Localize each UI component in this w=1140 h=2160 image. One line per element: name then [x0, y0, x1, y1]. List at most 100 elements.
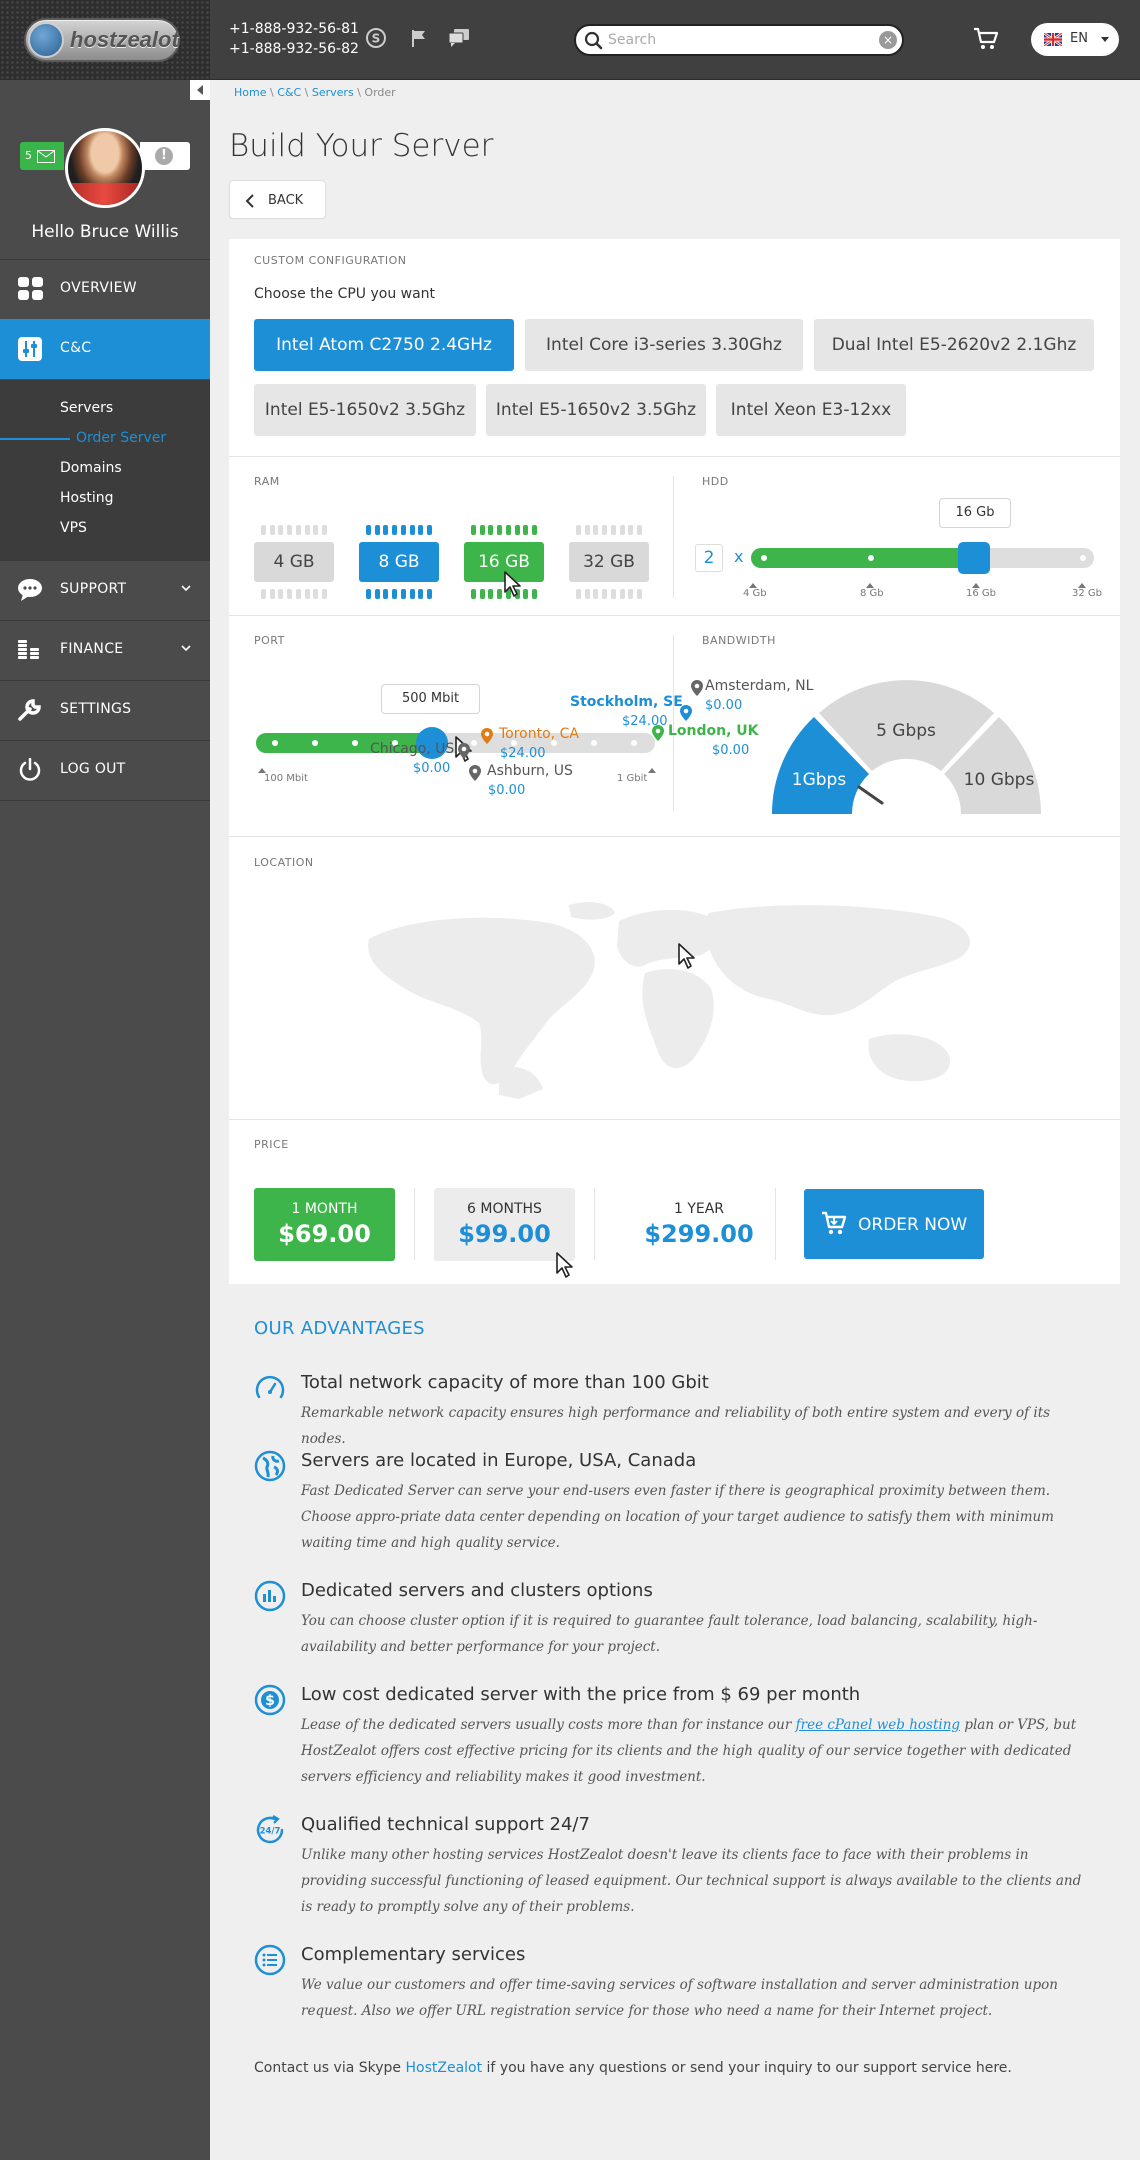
cpu-option-3[interactable]: Dual Intel E5-2620v2 2.1Ghz	[814, 319, 1094, 371]
logo-text: hostzealot	[70, 27, 179, 52]
location-name[interactable]: London, UK	[668, 723, 759, 739]
ram-pins	[261, 589, 327, 599]
hdd-slider[interactable]	[751, 542, 1094, 574]
back-button[interactable]: BACK	[229, 180, 326, 219]
cpu-option-5[interactable]: Intel E5-1650v2 3.5Ghz	[486, 384, 706, 436]
bandwidth-gauge: 1Gbps 5 Gbps 10 Gbps	[772, 680, 1041, 814]
skype-icon[interactable]: S	[364, 26, 388, 50]
cpanel-hosting-link[interactable]: free cPanel web hosting	[795, 1717, 961, 1733]
sidebar-item-label: FINANCE	[60, 641, 124, 657]
ram-option[interactable]: 4 GB	[254, 525, 334, 599]
sidebar-item-finance[interactable]: FINANCE	[0, 620, 210, 680]
submenu-item-order-server[interactable]: Order Server	[76, 430, 167, 446]
sidebar-item-support[interactable]: SUPPORT	[0, 560, 210, 620]
cpu-question: Choose the CPU you want	[254, 286, 436, 302]
chat-icon[interactable]	[447, 26, 471, 50]
ram-label: 4 GB	[254, 542, 334, 582]
language-selector[interactable]: EN	[1031, 23, 1119, 56]
configurator-card: CUSTOM CONFIGURATION Choose the CPU you …	[229, 239, 1120, 1284]
location-name[interactable]: Ashburn, US	[487, 763, 573, 779]
sidebar-item-cc[interactable]: C&C	[0, 319, 210, 379]
location-name[interactable]: Stockholm, SE	[570, 694, 683, 710]
location-pin-icon[interactable]	[458, 743, 470, 759]
hdd-count-input[interactable]: 2	[695, 544, 723, 572]
breadcrumb-cc[interactable]: C&C	[277, 86, 302, 99]
messages-badge[interactable]: 5	[20, 142, 64, 170]
cpu-option-4[interactable]: Intel E5-1650v2 3.5Ghz	[254, 384, 476, 436]
submenu-item-domains[interactable]: Domains	[60, 460, 122, 476]
collapse-sidebar-button[interactable]	[190, 80, 210, 100]
location-pin-icon[interactable]	[469, 765, 481, 781]
ram-option[interactable]: 16 GB	[464, 525, 544, 599]
search-input[interactable]	[608, 30, 863, 50]
breadcrumb-current: Order	[364, 86, 396, 99]
cart-icon	[822, 1211, 847, 1235]
section-label-port: PORT	[254, 634, 285, 647]
chevron-down-icon	[181, 645, 191, 652]
location-name[interactable]: Toronto, CA	[499, 726, 579, 742]
location-pin-icon[interactable]	[680, 705, 692, 721]
ram-pins	[576, 525, 642, 535]
location-name[interactable]: Amsterdam, NL	[705, 678, 814, 694]
user-name: Bruce Willis	[79, 222, 179, 242]
location-pin-icon[interactable]	[691, 680, 703, 696]
cursor-icon	[504, 571, 521, 597]
chevron-down-icon	[181, 585, 191, 592]
breadcrumb-servers[interactable]: Servers	[311, 86, 354, 99]
cart-icon[interactable]	[972, 26, 1000, 56]
ram-option[interactable]: 8 GB	[359, 525, 439, 599]
location-pin-icon[interactable]	[481, 728, 493, 744]
port-min-label: 100 Mbit	[264, 773, 308, 784]
hdd-tick-label: 8 Gb	[860, 588, 884, 599]
avatar[interactable]	[65, 128, 145, 208]
submenu-item-servers[interactable]: Servers	[60, 400, 114, 416]
submenu-item-hosting[interactable]: Hosting	[60, 490, 114, 506]
logo[interactable]: hostzealot	[0, 0, 210, 80]
contact-text: Contact us via Skype	[254, 2060, 406, 2076]
plan-1-year[interactable]: 1 YEAR $299.00	[614, 1188, 784, 1261]
cpu-option-1[interactable]: Intel Atom C2750 2.4GHz	[254, 319, 514, 371]
gauge-segment-1gbps[interactable]	[772, 717, 869, 814]
section-label-custom-config: CUSTOM CONFIGURATION	[254, 254, 407, 267]
location-name[interactable]: Chicago, US	[370, 741, 455, 757]
skype-link[interactable]: HostZealot	[405, 2060, 483, 2076]
flag-icon[interactable]	[407, 26, 431, 50]
cpu-option-2[interactable]: Intel Core i3-series 3.30Ghz	[525, 319, 803, 371]
wrench-icon	[18, 699, 41, 721]
chevron-left-icon	[245, 194, 254, 208]
search-box[interactable]: ×	[574, 24, 904, 56]
order-now-button[interactable]: ORDER NOW	[804, 1189, 984, 1259]
cpu-option-6[interactable]: Intel Xeon E3-12xx	[716, 384, 906, 436]
sidebar-item-logout[interactable]: LOG OUT	[0, 740, 210, 800]
submenu-item-vps[interactable]: VPS	[60, 520, 87, 536]
phone-2: +1-888-932-56-82	[229, 41, 359, 57]
plan-6-months[interactable]: 6 MONTHS $99.00	[434, 1188, 575, 1261]
breadcrumb-home[interactable]: Home	[234, 86, 267, 99]
sidebar-item-settings[interactable]: SETTINGS	[0, 680, 210, 740]
slider-dot	[868, 555, 874, 561]
hdd-tick-label: 32 Gb	[1072, 588, 1102, 599]
location-price: $0.00	[413, 761, 451, 776]
plan-amount: $299.00	[644, 1220, 754, 1248]
search-clear-icon[interactable]: ×	[879, 31, 897, 49]
user-profile: 5 ! Hello Bruce Willis	[0, 80, 210, 280]
globe-icon	[254, 1450, 286, 1482]
hdd-slider-handle[interactable]	[958, 542, 990, 574]
location-pin-icon[interactable]	[652, 725, 664, 741]
plan-1-month[interactable]: 1 MONTH $69.00	[254, 1188, 395, 1261]
port-slider-handle[interactable]	[416, 727, 448, 759]
gauge-segment-5gbps[interactable]	[819, 680, 994, 771]
location-price: $24.00	[622, 714, 668, 729]
alerts-badge[interactable]: !	[140, 142, 190, 170]
gauge-label-1gbps: 1Gbps	[792, 770, 847, 790]
slider-dot	[551, 740, 557, 746]
advantage-text: Remarkable network capacity ensures high…	[301, 1405, 1051, 1447]
ram-option[interactable]: 32 GB	[569, 525, 649, 599]
ram-pins	[576, 589, 642, 599]
sidebar-item-overview[interactable]: OVERVIEW	[0, 259, 210, 319]
gauge-segment-10gbps[interactable]	[944, 717, 1041, 814]
submenu-active-line	[0, 438, 70, 440]
contact-text: if you have any questions or send your i…	[482, 2060, 1012, 2076]
location-price: $24.00	[500, 746, 546, 761]
advantage-title: Servers are located in Europe, USA, Cana…	[301, 1450, 697, 1471]
